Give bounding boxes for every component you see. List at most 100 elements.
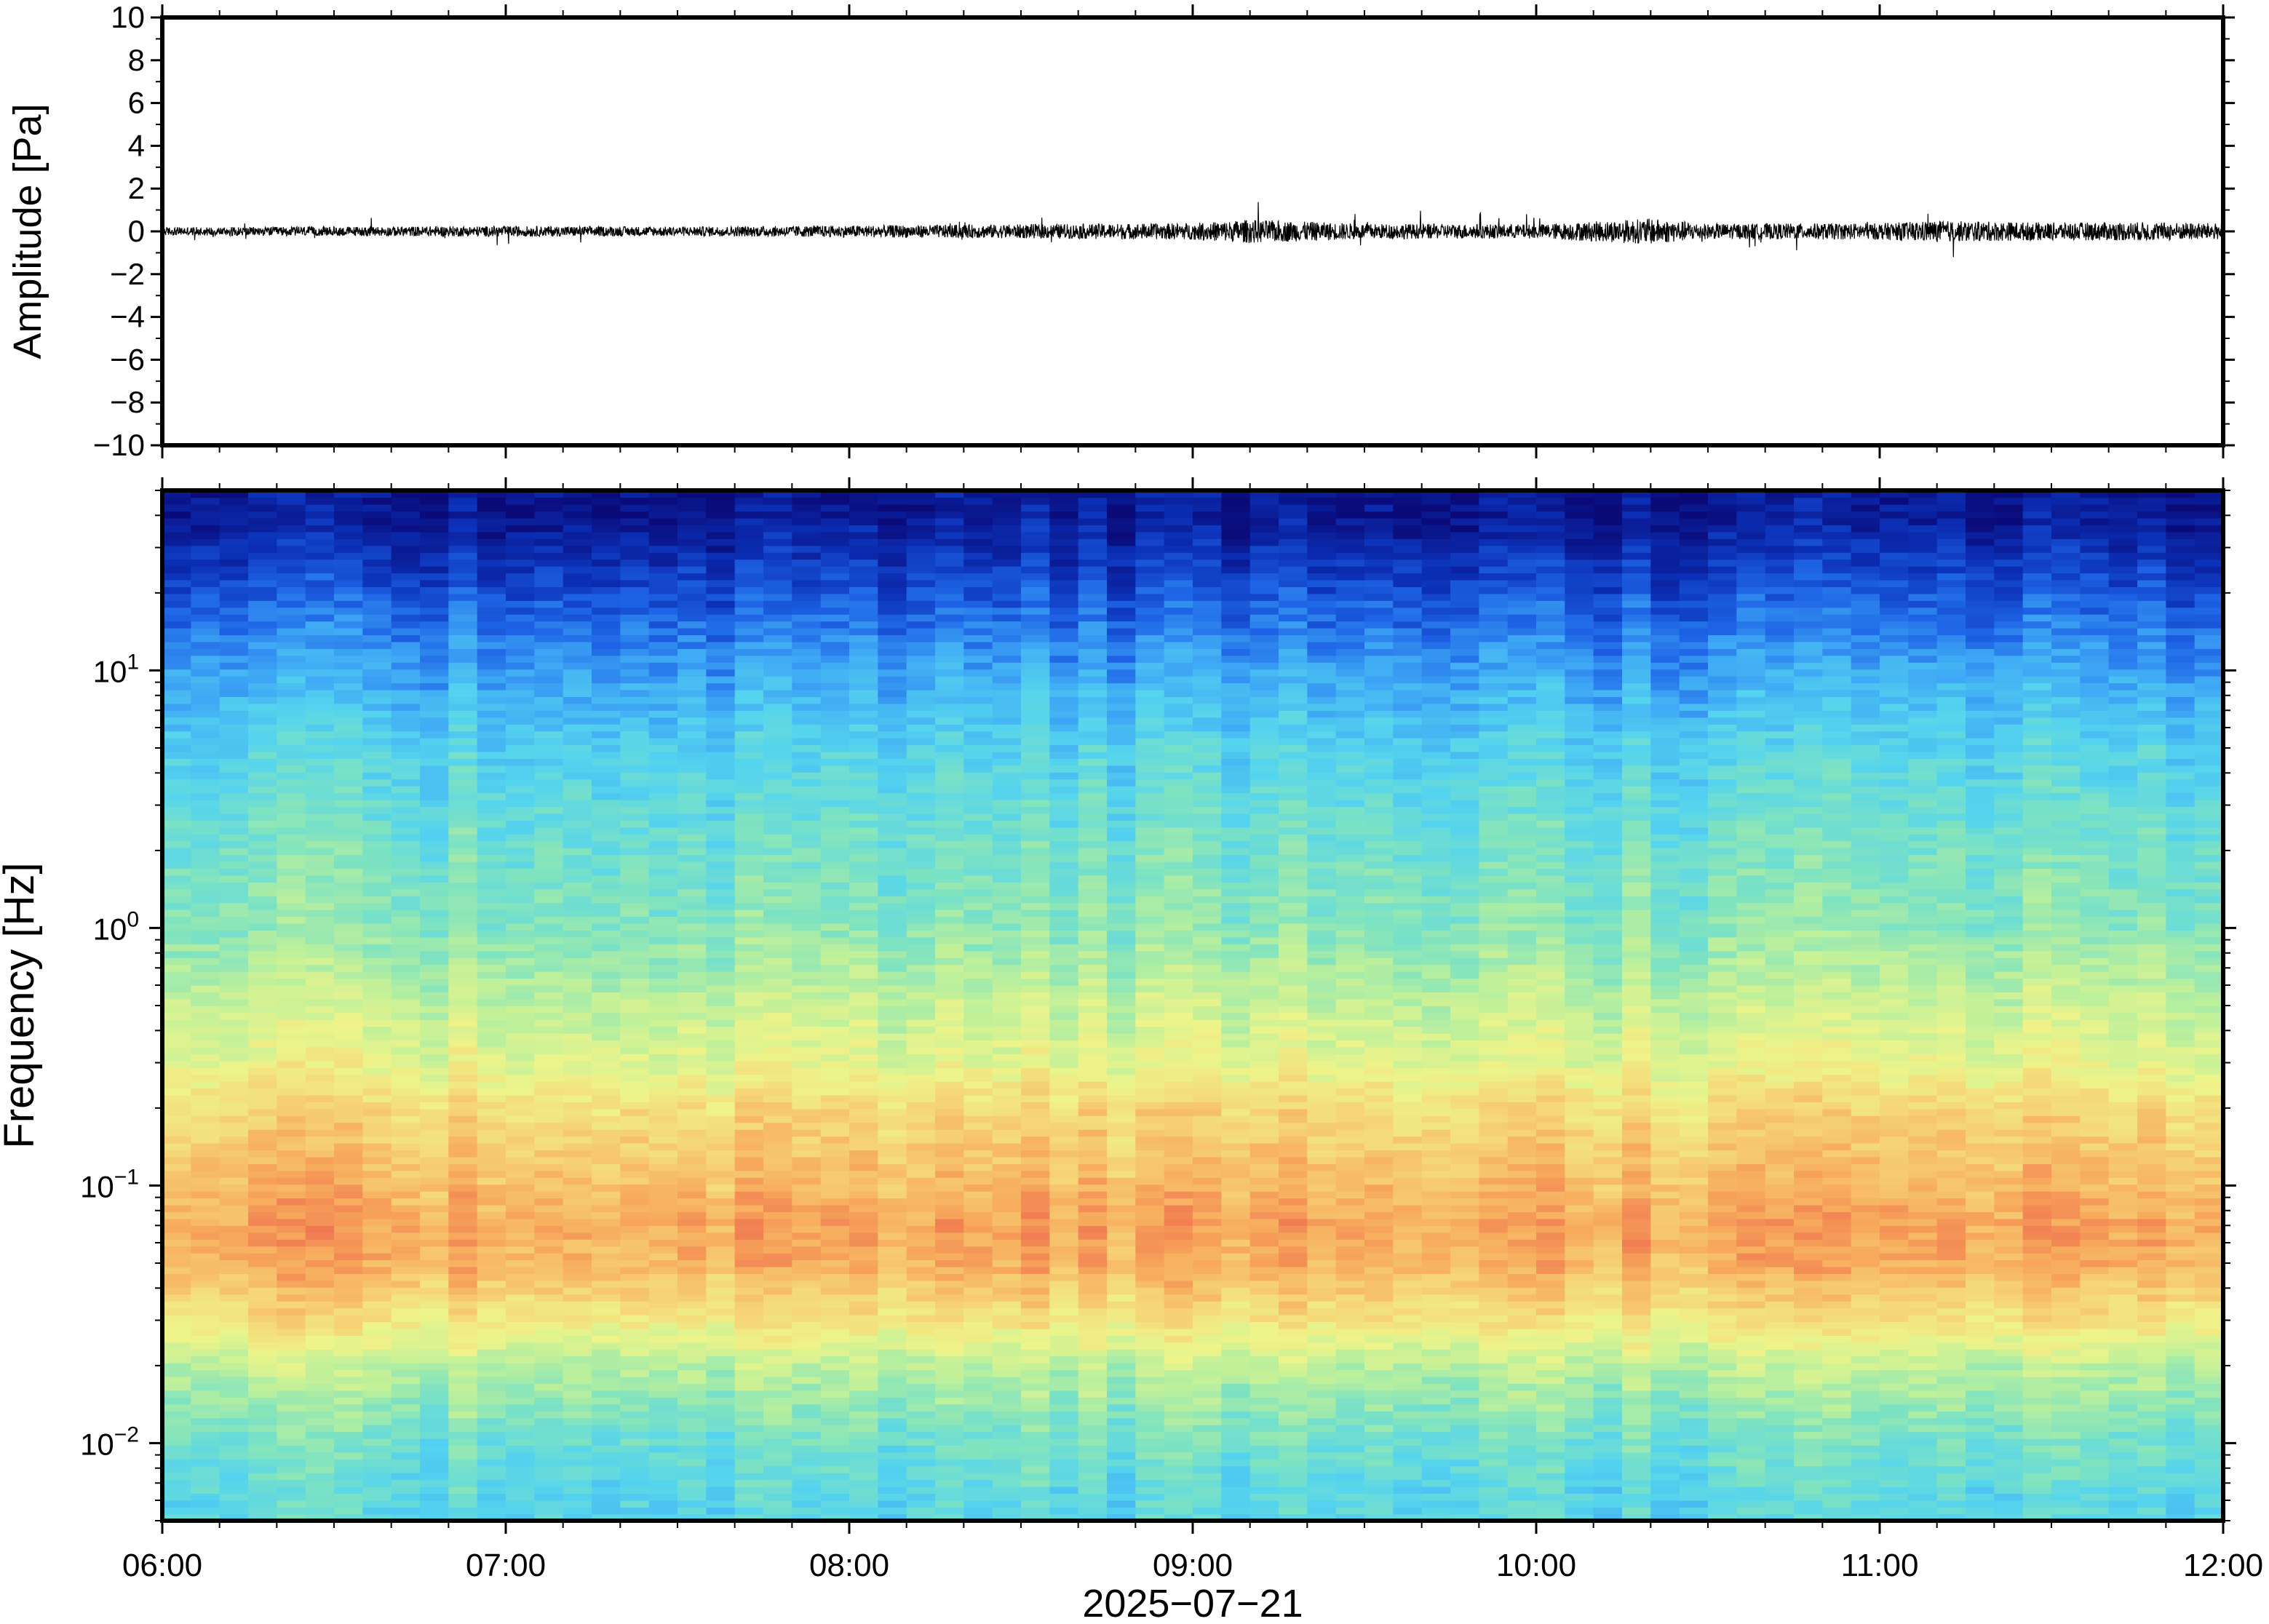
spectrogram-cell <box>1765 1342 1795 1350</box>
spectrogram-cell <box>1565 1150 1594 1158</box>
spectrogram-cell <box>248 1218 278 1226</box>
spectrogram-cell <box>1936 1376 1966 1384</box>
spectrogram-cell <box>1908 1136 1938 1144</box>
spectrogram-cell <box>1450 1424 1480 1433</box>
spectrogram-cell <box>2022 1438 2052 1446</box>
spectrogram-cell <box>305 1383 335 1391</box>
spectrogram-cell <box>592 1067 621 1075</box>
spectrogram-cell <box>1565 1218 1594 1226</box>
spectrogram-cell <box>1135 1177 1165 1185</box>
spectrogram-cell <box>878 1369 907 1377</box>
spectrogram-cell <box>334 1252 364 1261</box>
spectrogram-cell <box>506 1362 536 1371</box>
spectrogram-cell <box>677 1252 707 1261</box>
spectrogram-cell <box>2022 1472 2052 1481</box>
spectrogram-cell <box>2108 1067 2138 1075</box>
spectrogram-cell <box>1307 1404 1337 1412</box>
spectrogram-cell <box>1479 1300 1509 1309</box>
spectrogram-cell <box>477 1238 506 1247</box>
spectrogram-cell <box>1021 1204 1051 1212</box>
spectrogram-cell <box>1421 1356 1451 1364</box>
spectrogram-cell <box>878 1177 907 1185</box>
spectrogram-cell <box>1650 1142 1680 1151</box>
spectrogram-cell <box>391 1115 421 1123</box>
spectrogram-cell <box>820 1500 850 1508</box>
spectrogram-cell <box>1279 1266 1308 1274</box>
spectrogram-cell <box>1880 1094 1910 1102</box>
spectrogram-cell <box>1021 1054 1051 1062</box>
spectrogram-cell <box>162 1108 192 1116</box>
spectrogram-cell <box>1880 1232 1910 1240</box>
spectrogram-cell <box>763 1204 793 1212</box>
spectrogram-cell <box>1249 1465 1279 1473</box>
spectrogram-cell <box>792 1431 822 1439</box>
spectrogram-cell <box>1364 1321 1394 1329</box>
spectrogram-cell <box>506 1328 536 1336</box>
spectrogram-cell <box>391 1102 421 1110</box>
spectrogram-cell <box>1135 1335 1165 1343</box>
spectrogram-cell <box>906 1136 936 1144</box>
spectrogram-cell <box>1364 1060 1394 1068</box>
spectrogram-cell <box>1880 1246 1910 1254</box>
spectrogram-cell <box>391 1445 421 1453</box>
spectrogram-cell <box>305 1513 335 1521</box>
spectrogram-cell <box>1650 1266 1680 1274</box>
spectrogram-cell <box>2137 1080 2167 1089</box>
spectrogram-cell <box>1908 1080 1938 1089</box>
spectrogram-cell <box>477 1417 506 1425</box>
spectrogram-cell <box>1107 1369 1137 1377</box>
spectrogram-cell <box>992 1479 1022 1487</box>
spectrogram-cell <box>1364 1238 1394 1247</box>
spectrogram-cell <box>1679 1431 1709 1439</box>
spectrogram-cell <box>1679 1445 1709 1453</box>
spectrogram-cell <box>1335 1438 1365 1446</box>
spectrogram-cell <box>849 1410 879 1419</box>
spectrogram-cell <box>935 1445 965 1453</box>
spectrogram-cell <box>2022 1445 2052 1453</box>
spectrogram-cell <box>477 1410 506 1419</box>
spectrogram-cell <box>277 1129 306 1137</box>
spectrogram-cell <box>2137 1122 2167 1130</box>
spectrogram-cell <box>219 1067 249 1075</box>
spectrogram-cell <box>734 1321 764 1329</box>
spectrogram-cell <box>2137 1369 2167 1377</box>
spectrogram-cell <box>1936 1513 1966 1521</box>
spectrogram-cell <box>1536 1486 1566 1494</box>
spectrogram-cell <box>1164 1342 1193 1350</box>
spectrogram-cell <box>1966 1060 1995 1068</box>
spectrogram-cell <box>2051 1115 2081 1123</box>
spectrogram-cell <box>305 1225 335 1233</box>
spectrogram-cell <box>1021 1397 1051 1405</box>
spectrogram-cell <box>1565 1129 1594 1137</box>
spectrogram-cell <box>1736 1452 1766 1460</box>
spectrogram-cell <box>1765 1136 1795 1144</box>
spectrogram-cell <box>391 1314 421 1323</box>
spectrogram-cell <box>935 1060 965 1068</box>
spectrogram-cell <box>592 1424 621 1433</box>
spectrogram-cell <box>1880 1150 1910 1158</box>
spectrogram-cell <box>334 1431 364 1439</box>
spectrogram-cell <box>1107 1321 1137 1329</box>
spectrogram-cell <box>677 1500 707 1508</box>
spectrogram-cell <box>477 1335 506 1343</box>
spectrogram-cell <box>1851 1266 1880 1274</box>
spectrogram-cell <box>2194 1177 2223 1185</box>
spectrogram-cell <box>906 1465 936 1473</box>
spectrogram-cell <box>1650 1376 1680 1384</box>
spectrogram-cell <box>334 1445 364 1453</box>
spectrogram-cell <box>792 1115 822 1123</box>
spectrogram-cell <box>277 1472 306 1481</box>
spectrogram-cell <box>706 1102 736 1110</box>
spectrogram-cell <box>1736 1500 1766 1508</box>
spectrogram-cell <box>1708 1136 1738 1144</box>
spectrogram-cell <box>906 1170 936 1178</box>
spectrogram-cell <box>849 1362 879 1371</box>
spectrogram-cell <box>1450 1321 1480 1329</box>
spectrogram-cell <box>1221 1246 1251 1254</box>
spectrogram-cell <box>1794 1410 1824 1419</box>
spectrogram-cell <box>191 1307 220 1315</box>
spectrogram-cell <box>906 1362 936 1371</box>
spectrogram-cell <box>2194 1410 2223 1419</box>
spectrogram-cell <box>1794 1074 1824 1082</box>
spectrogram-cell <box>1507 1225 1537 1233</box>
